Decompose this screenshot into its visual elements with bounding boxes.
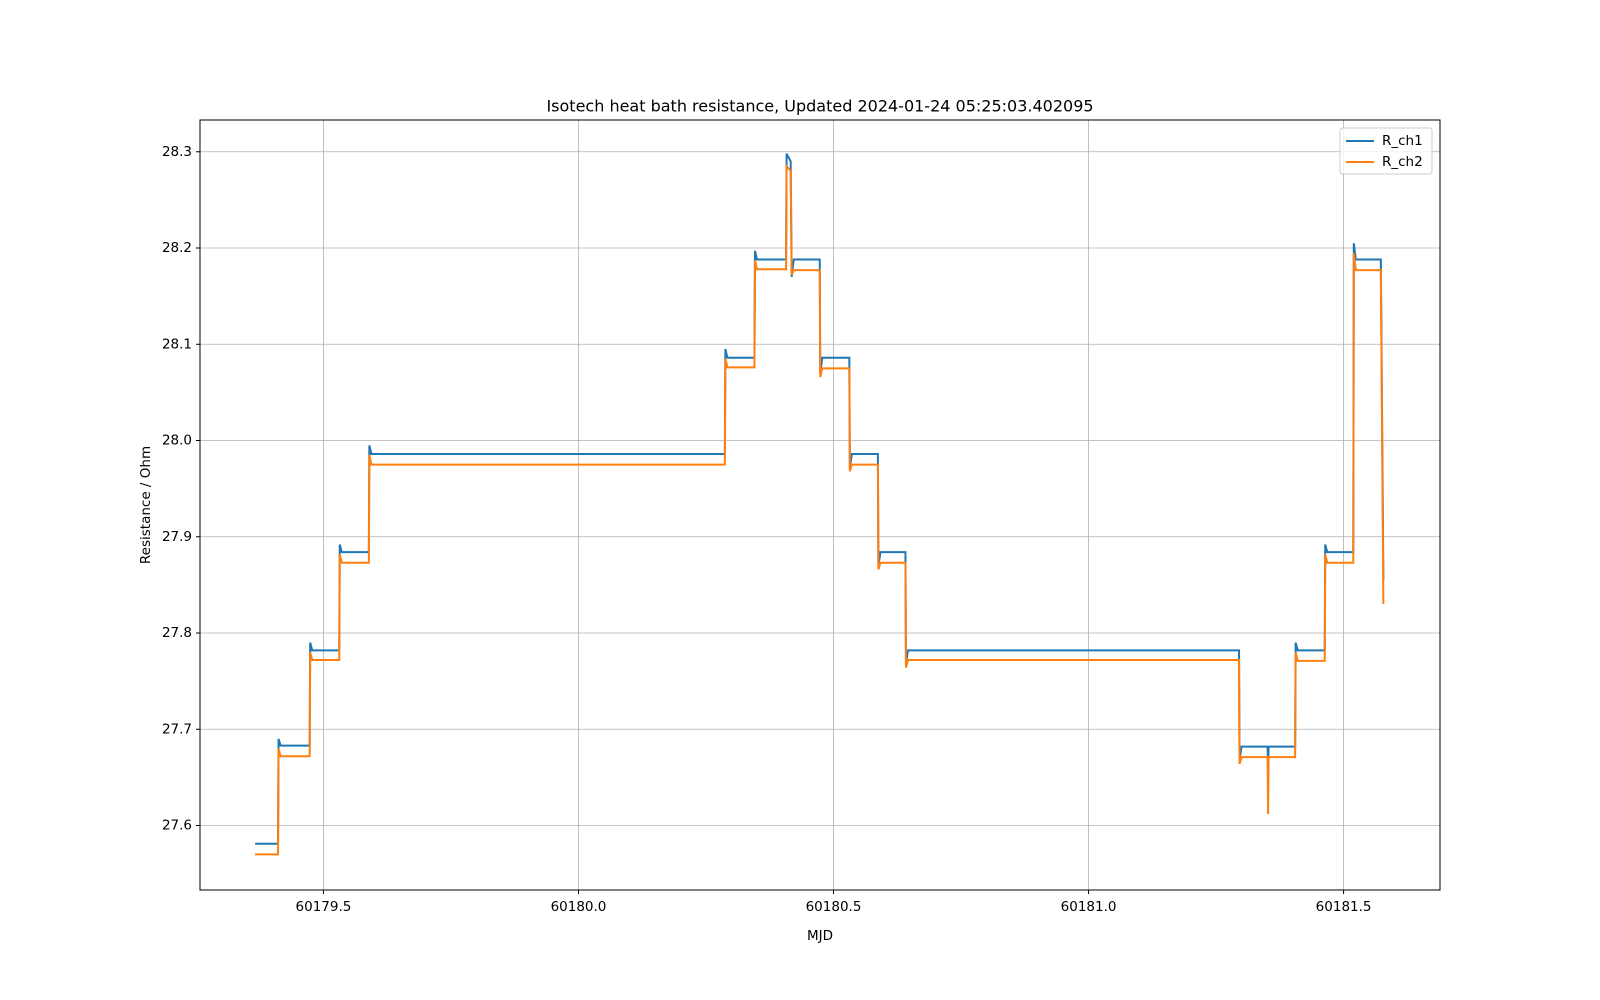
y-tick-label: 28.3: [162, 144, 192, 160]
y-tick-label: 28.0: [162, 433, 192, 449]
x-tick-label: 60180.5: [806, 899, 862, 915]
chart-title: Isotech heat bath resistance, Updated 20…: [546, 97, 1093, 116]
y-tick-label: 27.8: [162, 625, 192, 641]
series-line: [255, 153, 1385, 845]
x-axis-label: MJD: [807, 928, 833, 944]
y-tick-label: 27.7: [162, 721, 192, 737]
y-axis-label: Resistance / Ohm: [138, 446, 154, 564]
plot-frame: [199, 119, 1441, 891]
x-tick-label: 60179.5: [296, 899, 352, 915]
y-tick-label: 27.9: [162, 529, 192, 545]
legend-label: R_ch2: [1382, 154, 1423, 170]
y-tick-label: 28.1: [162, 336, 192, 352]
y-tick-label: 28.2: [162, 240, 192, 256]
legend-label: R_ch1: [1382, 133, 1423, 149]
x-tick-label: 60181.5: [1316, 899, 1372, 915]
x-tick-label: 60181.0: [1061, 899, 1117, 915]
y-tick-label: 27.6: [162, 818, 192, 834]
series-line: [255, 163, 1385, 856]
x-tick-label: 60180.0: [551, 899, 607, 915]
